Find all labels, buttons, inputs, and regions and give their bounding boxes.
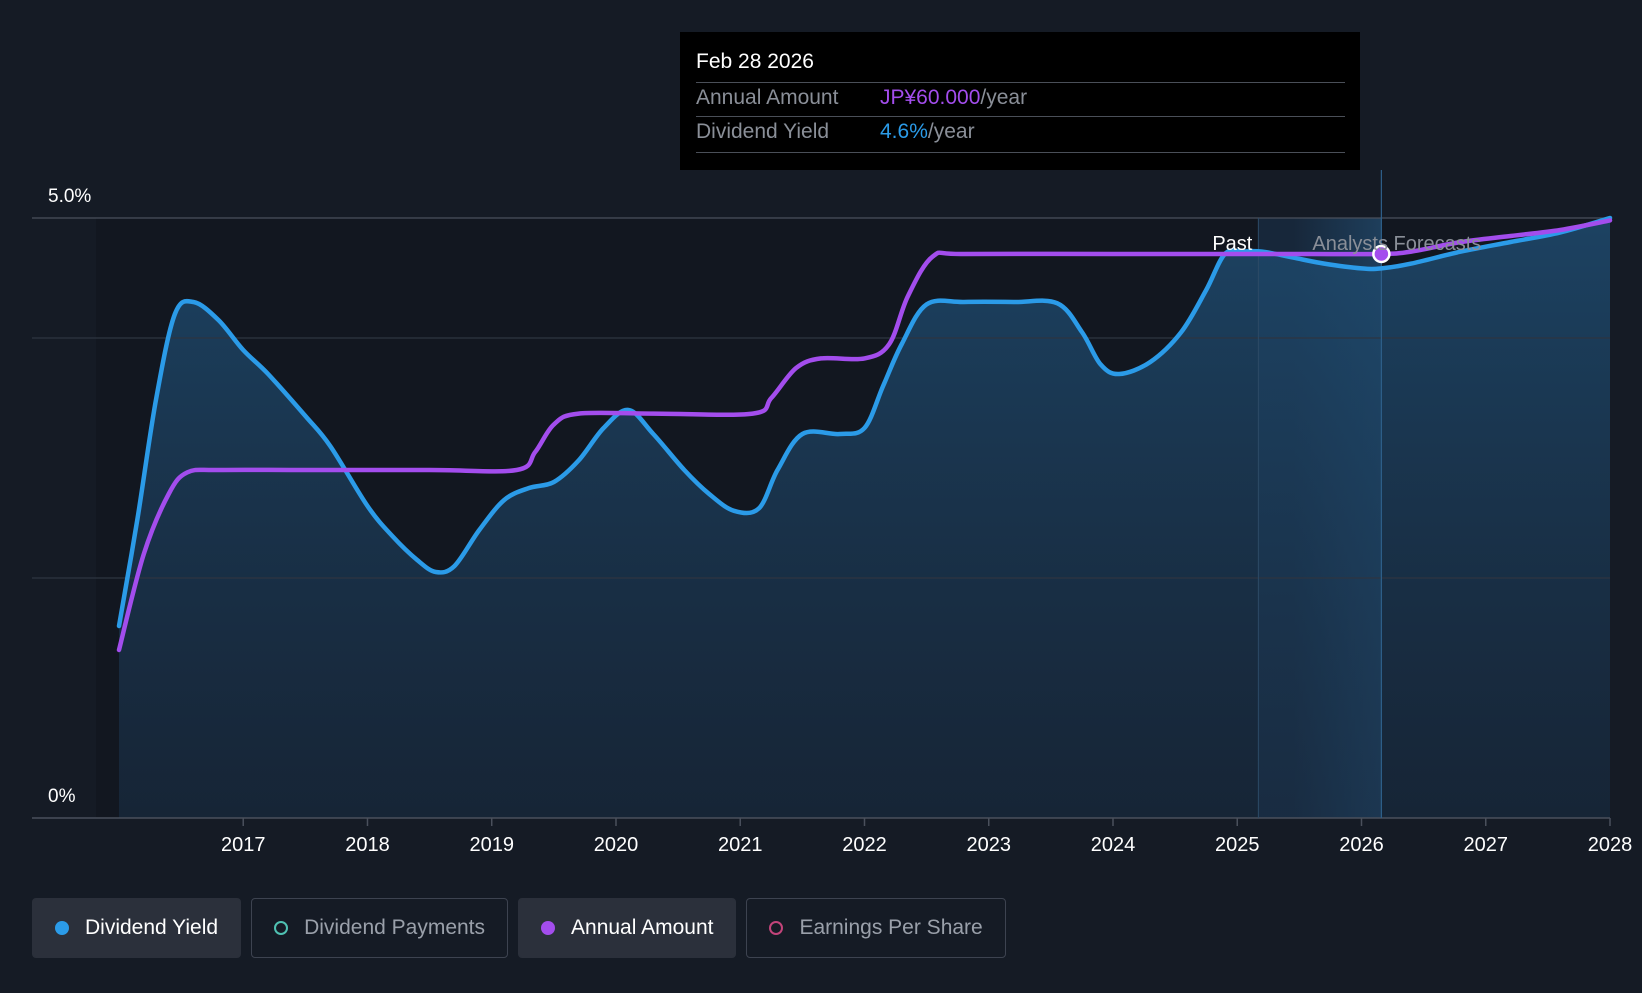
tooltip-dividend-yield-label: Dividend Yield xyxy=(696,120,830,143)
legend-dot-icon xyxy=(274,921,289,935)
tooltip-dividend-yield-row: Dividend Yield 4.6%/year xyxy=(696,120,975,144)
tooltip-dividend-yield-value: 4.6% xyxy=(880,120,928,143)
legend-dividend-yield[interactable]: Dividend Yield xyxy=(32,898,242,958)
x-axis-tick-label: 2022 xyxy=(842,834,887,856)
x-axis-tick-label: 2018 xyxy=(345,834,390,856)
legend-label: Dividend Payments xyxy=(304,916,486,939)
tooltip-divider xyxy=(696,82,1345,83)
x-axis-tick-label: 2023 xyxy=(966,834,1011,856)
dividend-yield-area xyxy=(119,218,1610,818)
x-axis-tick-label: 2017 xyxy=(221,834,266,856)
legend-label: Dividend Yield xyxy=(85,916,219,939)
y-axis-label: 5.0% xyxy=(48,186,91,207)
x-axis-tick-label: 2026 xyxy=(1339,834,1384,856)
x-axis-tick-label: 2020 xyxy=(594,834,639,856)
legend-dividend-payments[interactable]: Dividend Payments xyxy=(251,898,509,958)
tooltip-date: Feb 28 2026 xyxy=(696,50,814,73)
tooltip-dividend-yield-unit: /year xyxy=(927,120,975,143)
legend-dot-icon xyxy=(55,921,69,935)
x-axis-tick-label: 2025 xyxy=(1215,834,1260,856)
x-axis-tick-label: 2019 xyxy=(469,834,514,856)
legend-label: Annual Amount xyxy=(571,916,714,939)
past-label: Past xyxy=(1212,233,1252,255)
x-axis-tick-label: 2021 xyxy=(718,834,763,856)
legend-dot-icon xyxy=(541,921,556,935)
tooltip-annual-amount-row: Annual Amount JP¥60.000/year xyxy=(696,86,1027,110)
chart-legend: Dividend Yield Dividend Payments Annual … xyxy=(32,898,1016,960)
tooltip-divider xyxy=(696,152,1345,153)
y-axis-label: 0% xyxy=(48,786,76,807)
x-axis-tick-label: 2027 xyxy=(1463,834,1508,856)
series-line-annual-amount xyxy=(116,218,1613,653)
legend-label: Earnings Per Share xyxy=(799,916,983,939)
legend-earnings-per-share[interactable]: Earnings Per Share xyxy=(746,898,1006,958)
hover-tooltip: Feb 28 2026 Annual Amount JP¥60.000/year … xyxy=(680,32,1360,170)
x-axis-tick-label: 2024 xyxy=(1091,834,1136,856)
tooltip-annual-amount-value: JP¥60.000 xyxy=(880,86,981,109)
tooltip-divider xyxy=(696,116,1345,117)
legend-dot-icon xyxy=(769,921,784,935)
tooltip-annual-amount-label: Annual Amount xyxy=(696,86,839,109)
legend-annual-amount[interactable]: Annual Amount xyxy=(518,898,737,958)
series-line-dividend-yield xyxy=(116,215,1613,629)
hover-point-marker xyxy=(1372,244,1391,264)
tooltip-annual-amount-unit: /year xyxy=(980,86,1028,109)
x-axis-tick-label: 2028 xyxy=(1588,834,1633,856)
forecast-label: Analysts Forecasts xyxy=(1312,233,1481,255)
